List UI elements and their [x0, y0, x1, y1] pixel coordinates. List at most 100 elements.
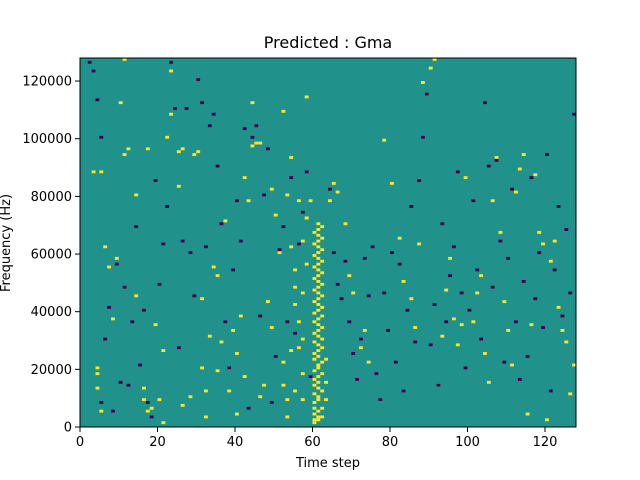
low-value-cell: [494, 158, 499, 162]
low-value-cell: [114, 262, 119, 266]
high-value-cell: [165, 135, 170, 139]
low-value-cell: [552, 268, 557, 272]
low-value-cell: [506, 256, 511, 260]
high-value-cell: [320, 294, 325, 298]
high-value-cell: [269, 187, 274, 191]
high-value-cell: [533, 173, 538, 177]
low-value-cell: [173, 107, 177, 110]
high-value-cell: [316, 245, 321, 249]
high-value-cell: [335, 190, 340, 194]
high-value-cell: [316, 268, 321, 272]
low-value-cell: [184, 107, 189, 110]
low-value-cell: [405, 308, 410, 312]
low-value-cell: [238, 239, 243, 243]
high-value-cell: [320, 248, 325, 252]
high-value-cell: [304, 95, 309, 99]
low-value-cell: [401, 389, 406, 393]
low-value-cell: [250, 135, 255, 139]
low-value-cell: [390, 251, 394, 255]
high-value-cell: [223, 219, 228, 223]
low-value-cell: [479, 337, 484, 341]
high-value-cell: [359, 346, 363, 350]
low-value-cell: [436, 383, 441, 387]
high-value-cell: [316, 398, 321, 402]
low-value-cell: [266, 147, 270, 151]
low-value-cell: [289, 176, 294, 180]
low-value-cell: [374, 372, 379, 376]
high-value-cell: [413, 326, 418, 329]
high-value-cell: [471, 320, 476, 324]
low-value-cell: [475, 268, 480, 272]
high-value-cell: [320, 389, 325, 393]
high-value-cell: [312, 230, 317, 234]
high-value-cell: [176, 184, 181, 188]
high-value-cell: [316, 349, 321, 353]
low-value-cell: [328, 187, 332, 191]
high-value-cell: [134, 294, 139, 298]
low-value-cell: [223, 320, 228, 324]
low-value-cell: [459, 291, 464, 295]
high-value-cell: [145, 147, 150, 151]
x-axis-label: Time step: [295, 456, 360, 471]
high-value-cell: [312, 377, 317, 381]
high-value-cell: [312, 242, 317, 246]
low-value-cell: [126, 383, 131, 387]
high-value-cell: [180, 403, 185, 407]
low-value-cell: [153, 179, 158, 182]
high-value-cell: [227, 389, 232, 393]
high-value-cell: [145, 409, 150, 413]
low-value-cell: [529, 176, 534, 180]
high-value-cell: [320, 360, 325, 364]
high-value-cell: [328, 199, 332, 203]
low-value-cell: [227, 366, 232, 370]
high-value-cell: [366, 360, 371, 364]
high-value-cell: [266, 300, 270, 304]
high-value-cell: [568, 392, 573, 396]
low-value-cell: [215, 164, 220, 168]
high-value-cell: [285, 398, 290, 402]
low-value-cell: [378, 398, 383, 402]
low-value-cell: [483, 101, 487, 105]
high-value-cell: [316, 256, 321, 260]
plot-area: [79, 57, 577, 428]
y-tick-label: 60000: [31, 248, 72, 263]
low-value-cell: [370, 245, 375, 249]
low-value-cell: [514, 320, 518, 324]
low-value-cell: [192, 294, 197, 298]
high-value-cell: [242, 176, 247, 180]
high-value-cell: [444, 288, 449, 292]
high-value-cell: [362, 328, 367, 332]
x-tick-label: 40: [227, 435, 244, 450]
high-value-cell: [91, 170, 96, 174]
high-value-cell: [316, 274, 321, 278]
high-value-cell: [316, 409, 321, 413]
high-value-cell: [463, 176, 468, 180]
low-value-cell: [180, 239, 185, 243]
high-value-cell: [169, 69, 174, 73]
low-value-cell: [432, 303, 437, 306]
high-value-cell: [297, 346, 301, 350]
high-value-cell: [281, 109, 286, 113]
low-value-cell: [204, 245, 208, 249]
high-value-cell: [448, 256, 453, 260]
high-value-cell: [289, 156, 294, 159]
high-value-cell: [258, 395, 263, 399]
low-value-cell: [560, 314, 565, 318]
low-value-cell: [572, 112, 577, 116]
low-value-cell: [355, 377, 360, 381]
low-value-cell: [297, 242, 301, 246]
high-value-cell: [161, 421, 166, 425]
high-value-cell: [537, 230, 542, 234]
low-value-cell: [134, 225, 139, 229]
high-value-cell: [215, 274, 220, 278]
high-value-cell: [281, 360, 286, 364]
high-value-cell: [312, 254, 317, 257]
low-value-cell: [498, 239, 503, 243]
high-value-cell: [324, 380, 329, 384]
high-value-cell: [316, 418, 321, 422]
high-value-cell: [269, 326, 274, 329]
high-value-cell: [556, 305, 561, 309]
high-value-cell: [215, 369, 220, 373]
low-value-cell: [176, 346, 181, 350]
